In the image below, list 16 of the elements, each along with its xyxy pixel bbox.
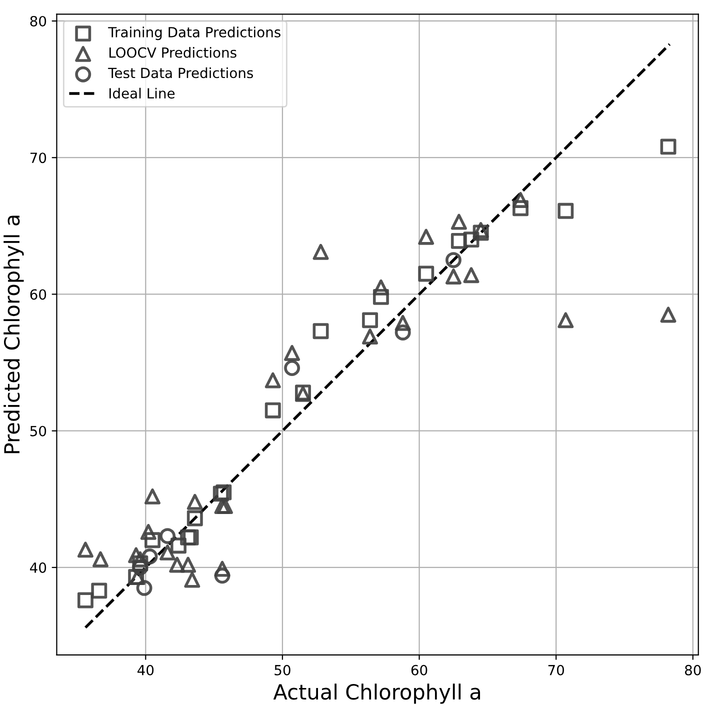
y-tick-label: 80 xyxy=(30,16,46,26)
y-tick-label: 60 xyxy=(30,289,46,300)
legend-label: Test Data Predictions xyxy=(108,67,253,78)
legend-label: Training Data Predictions xyxy=(108,26,280,40)
x-axis-title: Actual Chlorophyll a xyxy=(273,684,480,704)
legend-label: Ideal Line xyxy=(109,88,175,99)
y-tick-label: 70 xyxy=(30,152,46,164)
x-tick-label: 70 xyxy=(548,664,564,676)
x-tick-label: 40 xyxy=(137,664,154,676)
x-tick-label: 50 xyxy=(274,664,290,676)
x-tick-label: 80 xyxy=(685,664,701,676)
x-tick-label: 60 xyxy=(411,664,428,676)
legend-label: LOOCV Predictions xyxy=(109,47,236,58)
y-axis-title: Predicted Chlorophyll a xyxy=(4,216,24,454)
y-tick-label: 50 xyxy=(30,426,46,436)
y-tick-label: 40 xyxy=(30,562,46,573)
